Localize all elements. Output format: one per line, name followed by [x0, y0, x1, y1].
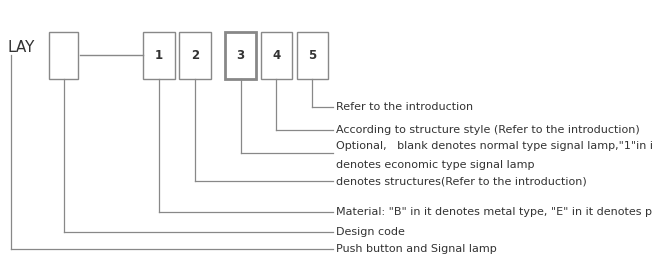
Text: Design code: Design code: [336, 227, 405, 237]
Text: 3: 3: [237, 49, 244, 62]
Text: According to structure style (Refer to the introduction): According to structure style (Refer to t…: [336, 125, 640, 135]
Bar: [261, 32, 292, 79]
Text: denotes economic type signal lamp: denotes economic type signal lamp: [336, 160, 534, 170]
Text: denotes structures(Refer to the introduction): denotes structures(Refer to the introduc…: [336, 176, 587, 186]
Text: 1: 1: [155, 49, 163, 62]
Text: 2: 2: [191, 49, 199, 62]
Bar: [225, 32, 256, 79]
Text: Push button and Signal lamp: Push button and Signal lamp: [336, 244, 497, 254]
Text: 4: 4: [273, 49, 280, 62]
Text: Material: "B" in it denotes metal type, "E" in it denotes plastic type: Material: "B" in it denotes metal type, …: [336, 207, 652, 217]
Text: 5: 5: [308, 49, 316, 62]
Text: Refer to the introduction: Refer to the introduction: [336, 102, 473, 112]
Bar: [297, 32, 328, 79]
Text: LAY: LAY: [8, 40, 35, 55]
Text: Optional,   blank denotes normal type signal lamp,"1"in it: Optional, blank denotes normal type sign…: [336, 141, 652, 151]
Bar: [143, 32, 175, 79]
Bar: [49, 32, 78, 79]
Bar: [179, 32, 211, 79]
